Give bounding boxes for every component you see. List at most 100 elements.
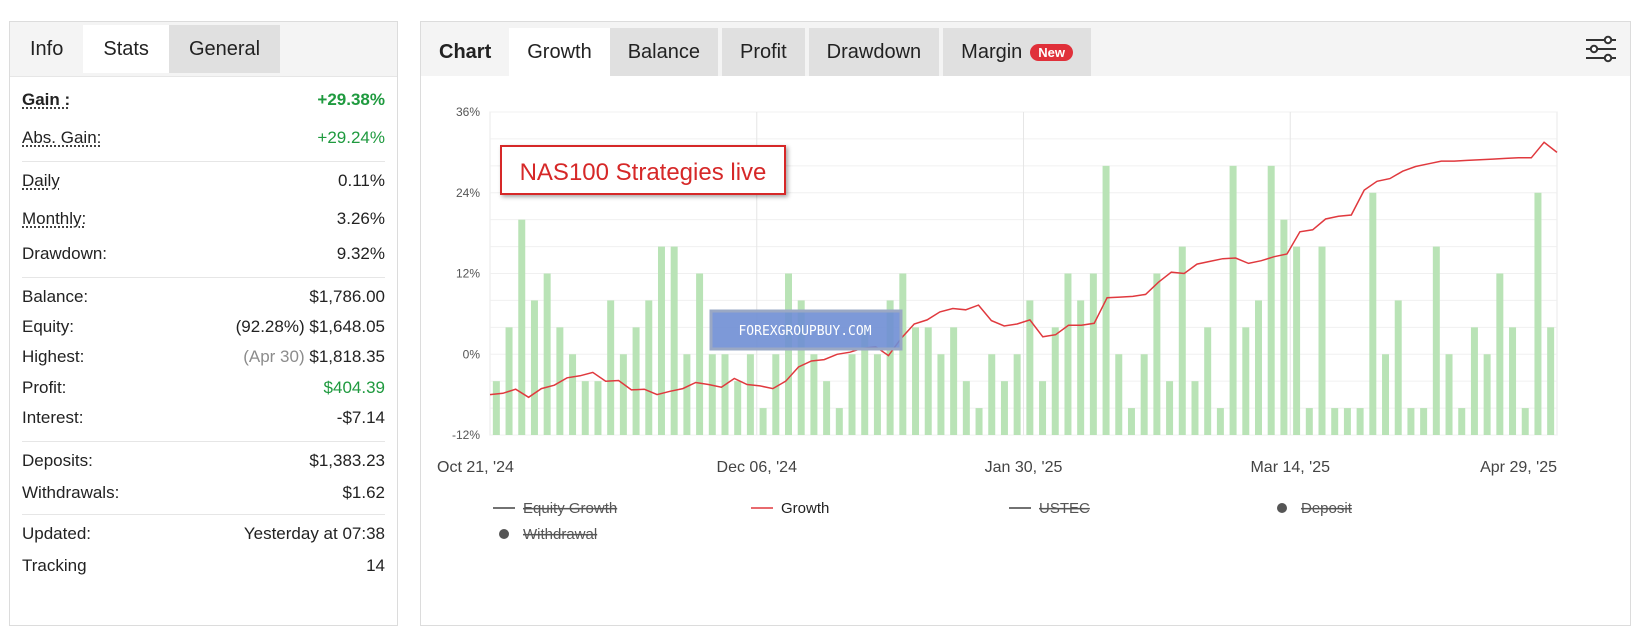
bar <box>962 381 970 435</box>
bar <box>492 381 500 435</box>
deposits-row: Deposits: $1,383.23 <box>22 442 385 480</box>
y-tick-label: 0% <box>463 347 481 361</box>
highest-label: Highest: <box>22 347 85 366</box>
tab-balance[interactable]: Balance <box>609 28 718 76</box>
bar <box>645 300 653 435</box>
profit-value: $404.39 <box>323 378 385 397</box>
legend-label: Growth <box>781 500 829 517</box>
abs-gain-label[interactable]: Abs. Gain: <box>22 128 102 147</box>
chart-legend: Equity Growth Growth USTEC Deposit Withdrawa… <box>493 500 1353 543</box>
legend-item[interactable]: Withdrawal <box>499 526 597 543</box>
equity-row: Equity: (92.28%) $1,648.05 <box>22 315 385 339</box>
bar <box>1140 354 1148 435</box>
highest-value-group: (Apr 30) $1,818.35 <box>243 347 385 367</box>
bar <box>1115 354 1123 435</box>
chart-panel: Chart Growth Balance Profit Drawdown Mar… <box>420 21 1631 626</box>
bar <box>1127 408 1135 435</box>
bar <box>861 327 869 435</box>
bar <box>594 381 602 435</box>
withdrawals-row: Withdrawals: $1.62 <box>22 480 385 506</box>
bar <box>950 327 958 435</box>
bar <box>823 381 831 435</box>
monthly-row: Monthly: 3.26% <box>22 200 385 237</box>
bar <box>1255 300 1262 435</box>
x-tick-label: Apr 29, '25 <box>1480 459 1557 476</box>
daily-label[interactable]: Daily <box>22 171 60 190</box>
x-axis-ticks: Oct 21, '24 Dec 06, '24 Jan 30, '25 Mar 14,… <box>437 459 1557 476</box>
interest-row: Interest: -$7.14 <box>22 401 385 435</box>
bar <box>1051 327 1059 435</box>
bar <box>530 300 538 435</box>
bar <box>632 327 640 435</box>
legend-item[interactable]: Deposit <box>1277 500 1353 517</box>
bar <box>1521 408 1529 435</box>
gain-value: +29.38% <box>317 90 385 109</box>
bar <box>746 354 754 435</box>
bar <box>848 354 856 435</box>
bar <box>1305 408 1313 435</box>
daily-value: 0.11% <box>338 171 385 190</box>
y-axis-ticks: 36% 24% 12% 0% -12% <box>452 105 480 442</box>
interest-value: -$7.14 <box>336 408 385 427</box>
tab-profit[interactable]: Profit <box>721 28 805 76</box>
sliders-icon[interactable] <box>1584 34 1618 64</box>
bar <box>734 381 742 435</box>
tracking-label: Tracking <box>22 556 87 575</box>
bar <box>1470 327 1478 435</box>
bar <box>785 273 792 435</box>
tab-info[interactable]: Info <box>30 37 64 60</box>
growth-chart: 36% 24% 12% 0% -12% Oct 21, '24 Dec 06, '24 Ja… <box>421 76 1632 626</box>
profit-row: Profit: $404.39 <box>22 375 385 401</box>
bar <box>975 408 983 435</box>
gain-label[interactable]: Gain : <box>22 90 71 109</box>
drawdown-label: Drawdown: <box>22 244 108 263</box>
legend-label: USTEC <box>1039 500 1090 517</box>
x-tick-label: Oct 21, '24 <box>437 459 514 476</box>
bar <box>912 327 920 435</box>
equity-value: $1,648.05 <box>309 317 385 336</box>
withdrawals-value: $1.62 <box>342 483 385 502</box>
bar <box>1229 165 1237 435</box>
bar <box>797 300 805 435</box>
updated-row: Updated: Yesterday at 07:38 <box>22 515 385 553</box>
bar <box>670 246 678 435</box>
x-tick-label: Jan 30, '25 <box>985 459 1063 476</box>
bar <box>619 354 627 435</box>
monthly-label[interactable]: Monthly: <box>22 208 87 228</box>
tab-stats[interactable]: Stats <box>83 25 169 73</box>
legend-label: Equity Growth <box>523 500 617 517</box>
highest-value: $1,818.35 <box>309 347 385 366</box>
watermark: FOREXGROUPBUY.COM <box>709 309 903 351</box>
updated-label: Updated: <box>22 524 91 543</box>
legend-item[interactable]: USTEC <box>1009 500 1090 517</box>
tab-margin[interactable]: Margin New <box>943 28 1092 76</box>
bar <box>1204 327 1212 435</box>
bar <box>1242 327 1250 435</box>
bar <box>1178 246 1186 435</box>
bar <box>1153 273 1161 435</box>
bar <box>1318 246 1326 435</box>
bar <box>708 354 716 435</box>
chart-title-box: NAS100 Strategies live <box>500 145 786 195</box>
bar <box>1432 246 1440 435</box>
stats-list: Gain : +29.38% Abs. Gain: +29.24% Daily … <box>10 81 397 579</box>
equity-value-group: (92.28%) $1,648.05 <box>236 317 385 337</box>
divider <box>22 514 385 515</box>
tab-general[interactable]: General <box>168 25 281 73</box>
tab-drawdown[interactable]: Drawdown <box>808 28 940 76</box>
bar <box>899 273 907 435</box>
bar <box>810 354 818 435</box>
legend-item[interactable]: Growth <box>751 500 829 517</box>
legend-item[interactable]: Equity Growth <box>493 500 617 517</box>
y-tick-label: 24% <box>456 186 480 200</box>
divider <box>22 441 385 442</box>
bar <box>607 300 615 435</box>
interest-label: Interest: <box>22 408 84 427</box>
bar <box>1458 408 1466 435</box>
tab-chart[interactable]: Chart <box>439 40 492 63</box>
growth-series-line <box>489 141 1558 399</box>
bar <box>1064 273 1072 435</box>
tab-growth[interactable]: Growth <box>509 28 610 76</box>
bar <box>721 354 729 435</box>
bar <box>937 354 945 435</box>
